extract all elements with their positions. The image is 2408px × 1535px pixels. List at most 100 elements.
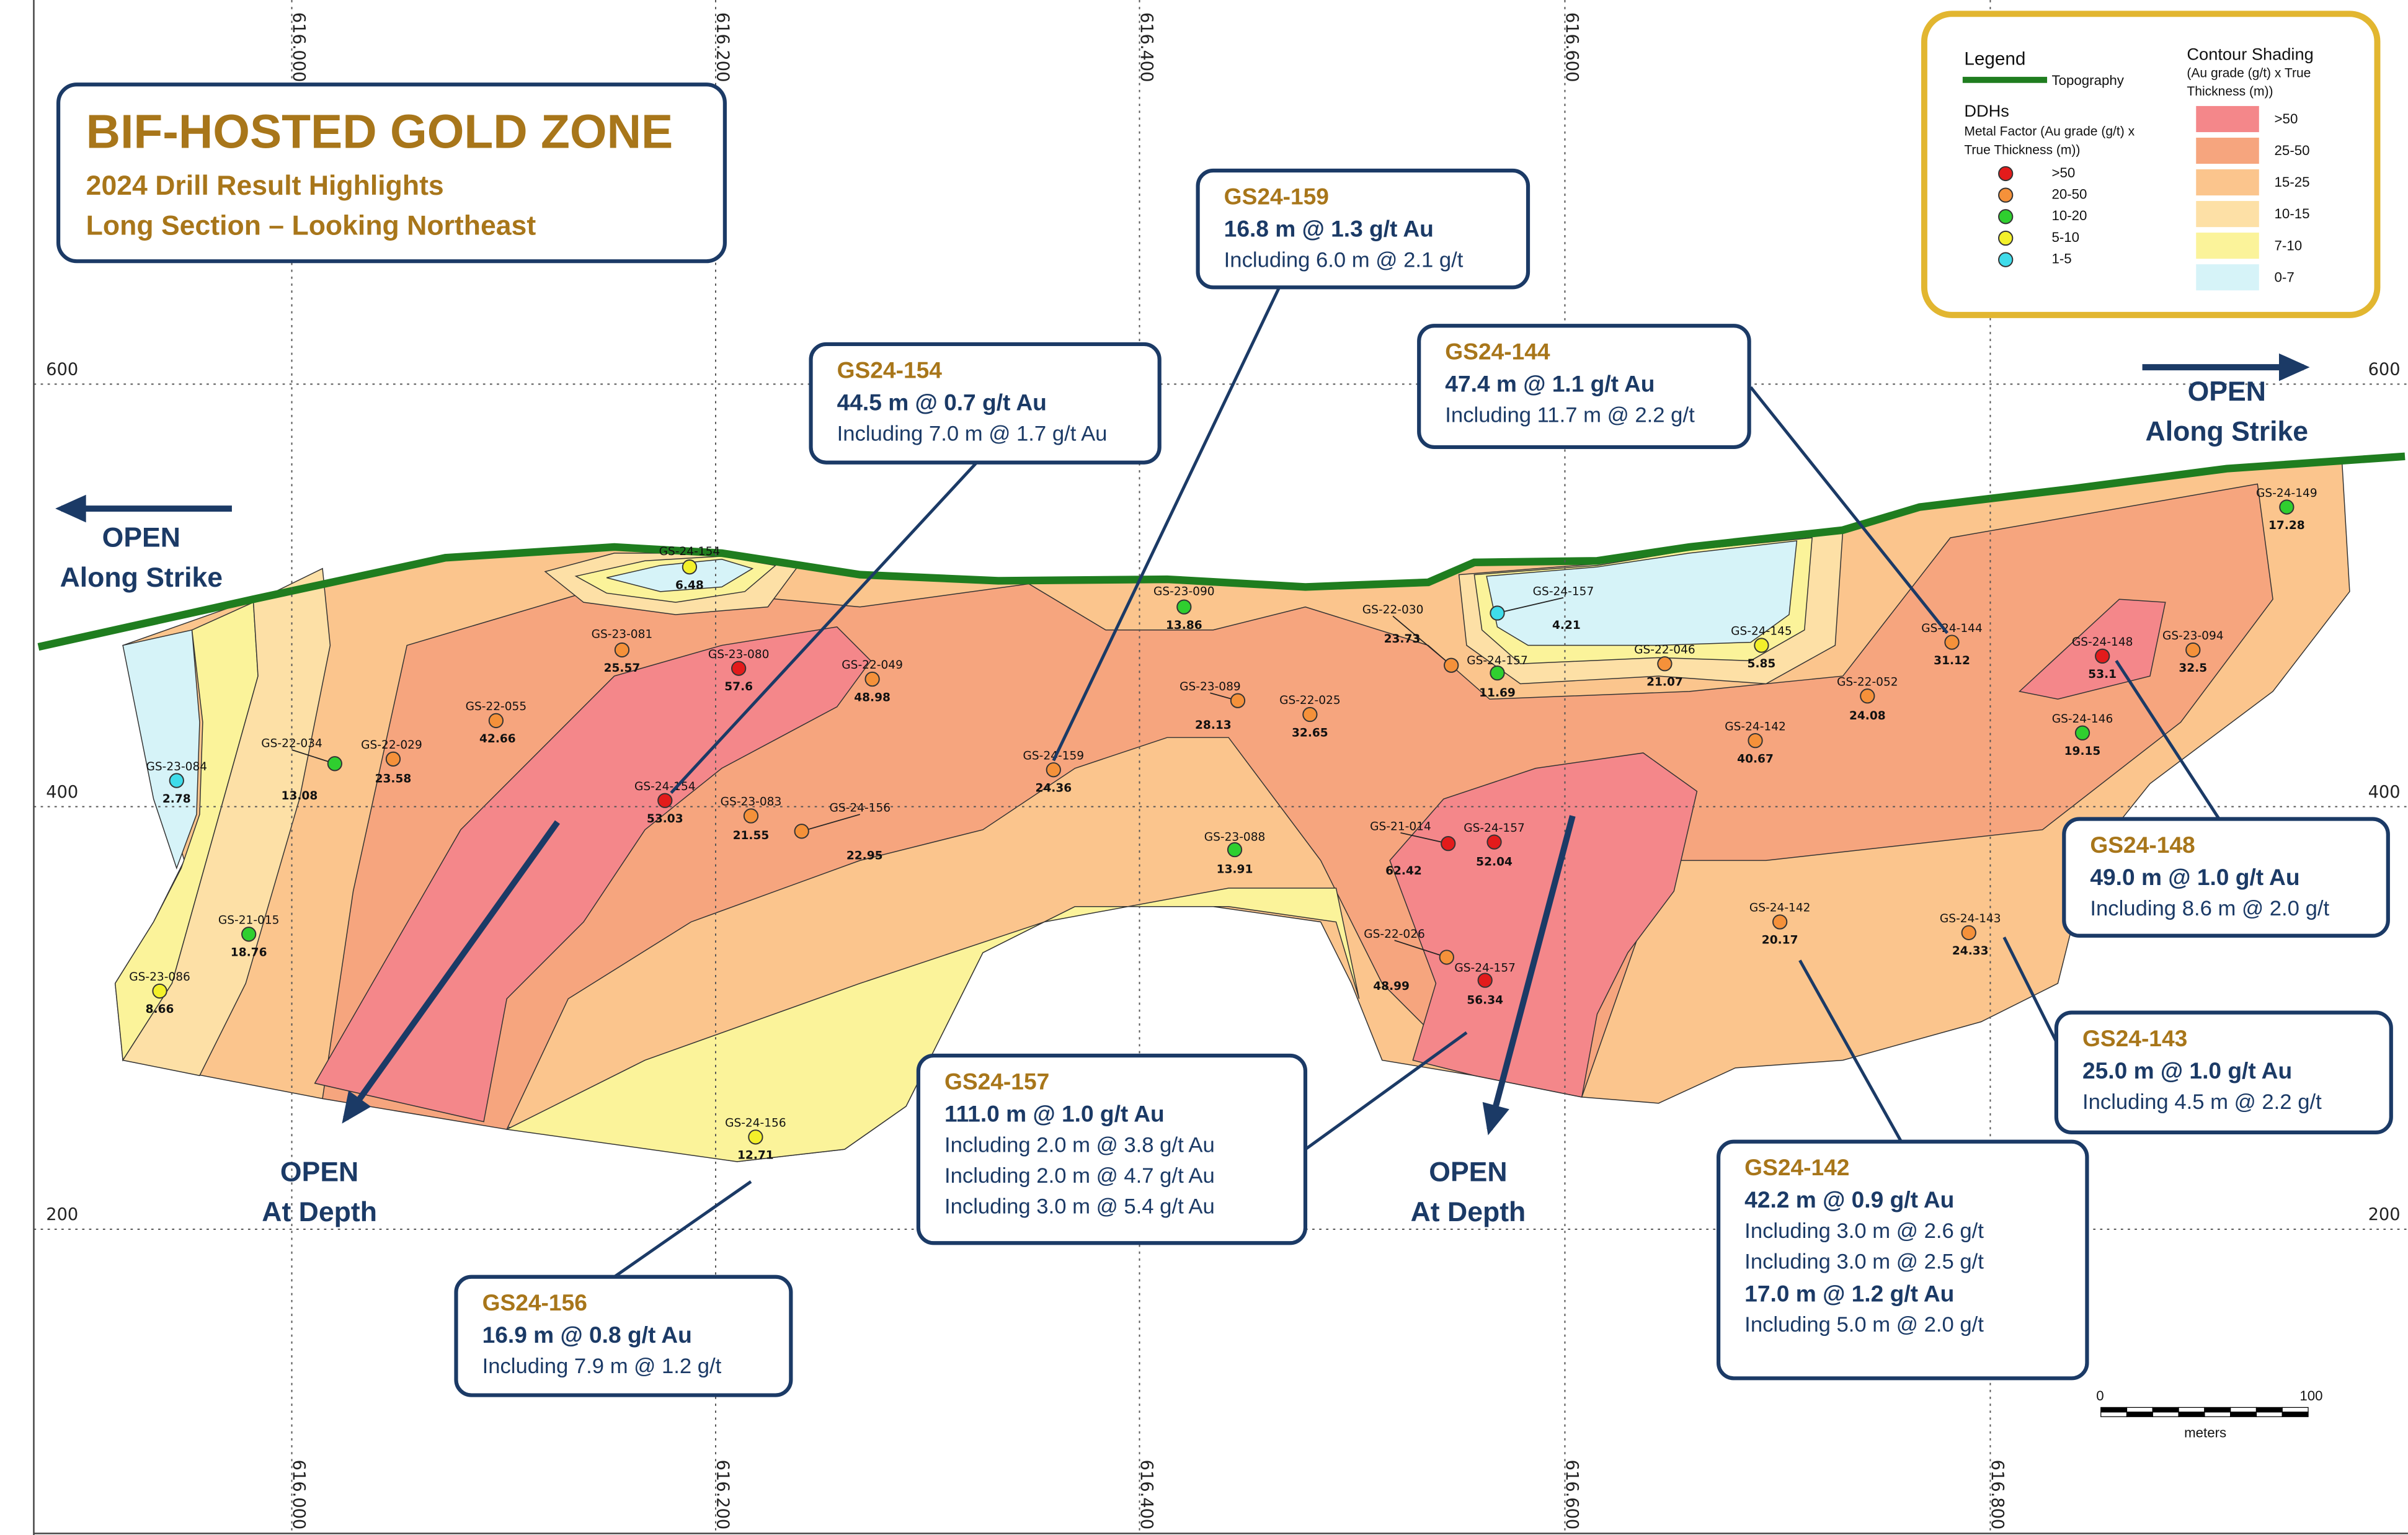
legend-text: 0	[2096, 1388, 2104, 1404]
drill-hole	[2074, 725, 2090, 741]
metal-factor: 19.15	[2064, 745, 2101, 758]
metal-factor: 6.48	[675, 579, 704, 592]
hole-name: GS-22-025	[1279, 694, 1341, 707]
hole-name: GS-23-088	[1204, 831, 1266, 844]
callout-box	[809, 342, 1162, 465]
open-status: OPEN	[102, 522, 180, 553]
drill-hole	[614, 642, 630, 658]
drill-hole	[1490, 605, 1505, 621]
metal-factor: 48.99	[1373, 980, 1410, 993]
callout-leader	[2002, 937, 2059, 1046]
callout-box	[454, 1275, 793, 1397]
legend-text: (Au grade (g/t) x True	[2187, 66, 2311, 80]
metal-factor: 23.73	[1384, 633, 1421, 646]
metal-factor: 42.66	[479, 732, 516, 745]
legend-text: 15-25	[2275, 174, 2310, 190]
drill-hole	[1176, 599, 1192, 615]
hole-name: GS-24-143	[1940, 912, 2001, 925]
scale-segment	[2204, 1407, 2231, 1413]
metal-factor: 11.69	[1479, 687, 1516, 700]
hole-leader	[1392, 615, 1452, 666]
metal-factor: 4.21	[1552, 619, 1581, 632]
hole-name: GS-24-154	[634, 780, 696, 793]
metal-factor: 31.12	[1934, 654, 1970, 667]
drill-hole	[327, 756, 342, 772]
open-direction: Along Strike	[2146, 416, 2309, 447]
elevation-label: 200	[2368, 1205, 2401, 1224]
hole-name: GS-22-046	[1634, 643, 1695, 656]
legend-text: 5-10	[2051, 229, 2079, 245]
title-box	[56, 82, 727, 264]
metal-factor: 56.34	[1467, 994, 1503, 1007]
callout-leader	[670, 461, 978, 794]
legend-text: Contour Shading	[2187, 44, 2313, 63]
easting-label: 616.200	[713, 1460, 732, 1530]
scale-segment	[2204, 1412, 2231, 1417]
callout-including: Including 3.0 m @ 2.6 g/t	[1744, 1219, 1984, 1243]
legend-swatch	[2196, 233, 2259, 259]
subtitle: 2024 Drill Result Highlights	[86, 171, 444, 201]
topography-line	[37, 452, 2406, 651]
hole-leader	[1497, 597, 1564, 614]
callout-interval: 44.5 m @ 0.7 g/t Au	[837, 389, 1047, 415]
metal-factor: 24.36	[1035, 781, 1072, 794]
legend-text: 7-10	[2275, 238, 2303, 253]
hole-name: GS-22-034	[261, 737, 322, 750]
callout-interval: 111.0 m @ 1.0 g/t Au	[944, 1100, 1165, 1126]
callout-leader	[2115, 659, 2221, 820]
callout-hole: GS24-142	[1744, 1154, 1849, 1180]
hole-name: GS-23-081	[592, 628, 653, 641]
scale-segment	[2230, 1407, 2257, 1413]
metal-factor: 13.86	[1166, 619, 1202, 632]
metal-factor: 32.65	[1292, 726, 1328, 739]
drill-hole	[794, 824, 809, 839]
metal-factor: 40.67	[1737, 752, 1774, 765]
metal-factor: 32.5	[2179, 662, 2207, 675]
easting-label: 616.000	[289, 12, 308, 82]
arrow-head	[55, 494, 86, 523]
open-direction: At Depth	[262, 1197, 377, 1227]
metal-factor: 57.6	[724, 680, 753, 693]
drill-hole	[1860, 688, 1875, 704]
callout-leader	[1052, 287, 1281, 762]
hole-name: GS-23-083	[721, 796, 782, 809]
legend-text: 10-15	[2275, 206, 2310, 221]
legend-swatch	[2196, 137, 2259, 164]
callout-box	[2054, 1010, 2393, 1134]
drill-hole	[241, 927, 257, 942]
callout-interval: 25.0 m @ 1.0 g/t Au	[2082, 1057, 2292, 1083]
scale-unit: meters	[2184, 1425, 2226, 1440]
contour-zone	[505, 888, 1360, 1162]
elevation-label: 200	[46, 1205, 78, 1224]
drill-hole	[152, 983, 167, 999]
hole-name: GS-22-030	[1362, 603, 1424, 616]
metal-factor: 53.03	[647, 812, 683, 825]
hole-name: GS-22-029	[361, 739, 422, 752]
legend-text: 0-7	[2275, 269, 2295, 285]
callout-hole: GS24-159	[1224, 183, 1329, 209]
arrow-head	[342, 1090, 371, 1124]
hole-name: GS-24-142	[1725, 720, 1786, 733]
drill-hole	[1657, 656, 1673, 672]
drill-hole	[1772, 914, 1788, 930]
drill-hole	[2279, 499, 2295, 515]
hole-name: GS-24-156	[829, 802, 891, 815]
hole-name: GS-22-055	[466, 700, 527, 713]
metal-factor: 24.33	[1952, 945, 1989, 958]
legend-ddh-dot	[1998, 252, 2014, 267]
view: Long Section – Looking Northeast	[86, 210, 536, 241]
callout-box	[2062, 817, 2390, 938]
open-direction: At Depth	[1411, 1197, 1526, 1227]
callout-hole: GS24-144	[1445, 339, 1550, 365]
hole-name: GS-24-145	[1731, 625, 1792, 638]
hole-name: GS-22-026	[1364, 928, 1425, 941]
callout-box	[1196, 168, 1531, 290]
metal-factor: 28.13	[1195, 719, 1232, 732]
legend-text: Metal Factor (Au grade (g/t) x	[1964, 125, 2135, 139]
hole-name: GS-24-157	[1454, 961, 1516, 974]
scale-end: 100	[2299, 1388, 2322, 1404]
legend-text: 1-5	[2051, 251, 2071, 267]
hole-name: GS-24-146	[2052, 713, 2113, 726]
legend-swatch	[2196, 264, 2259, 291]
scale-segment	[2152, 1412, 2179, 1417]
